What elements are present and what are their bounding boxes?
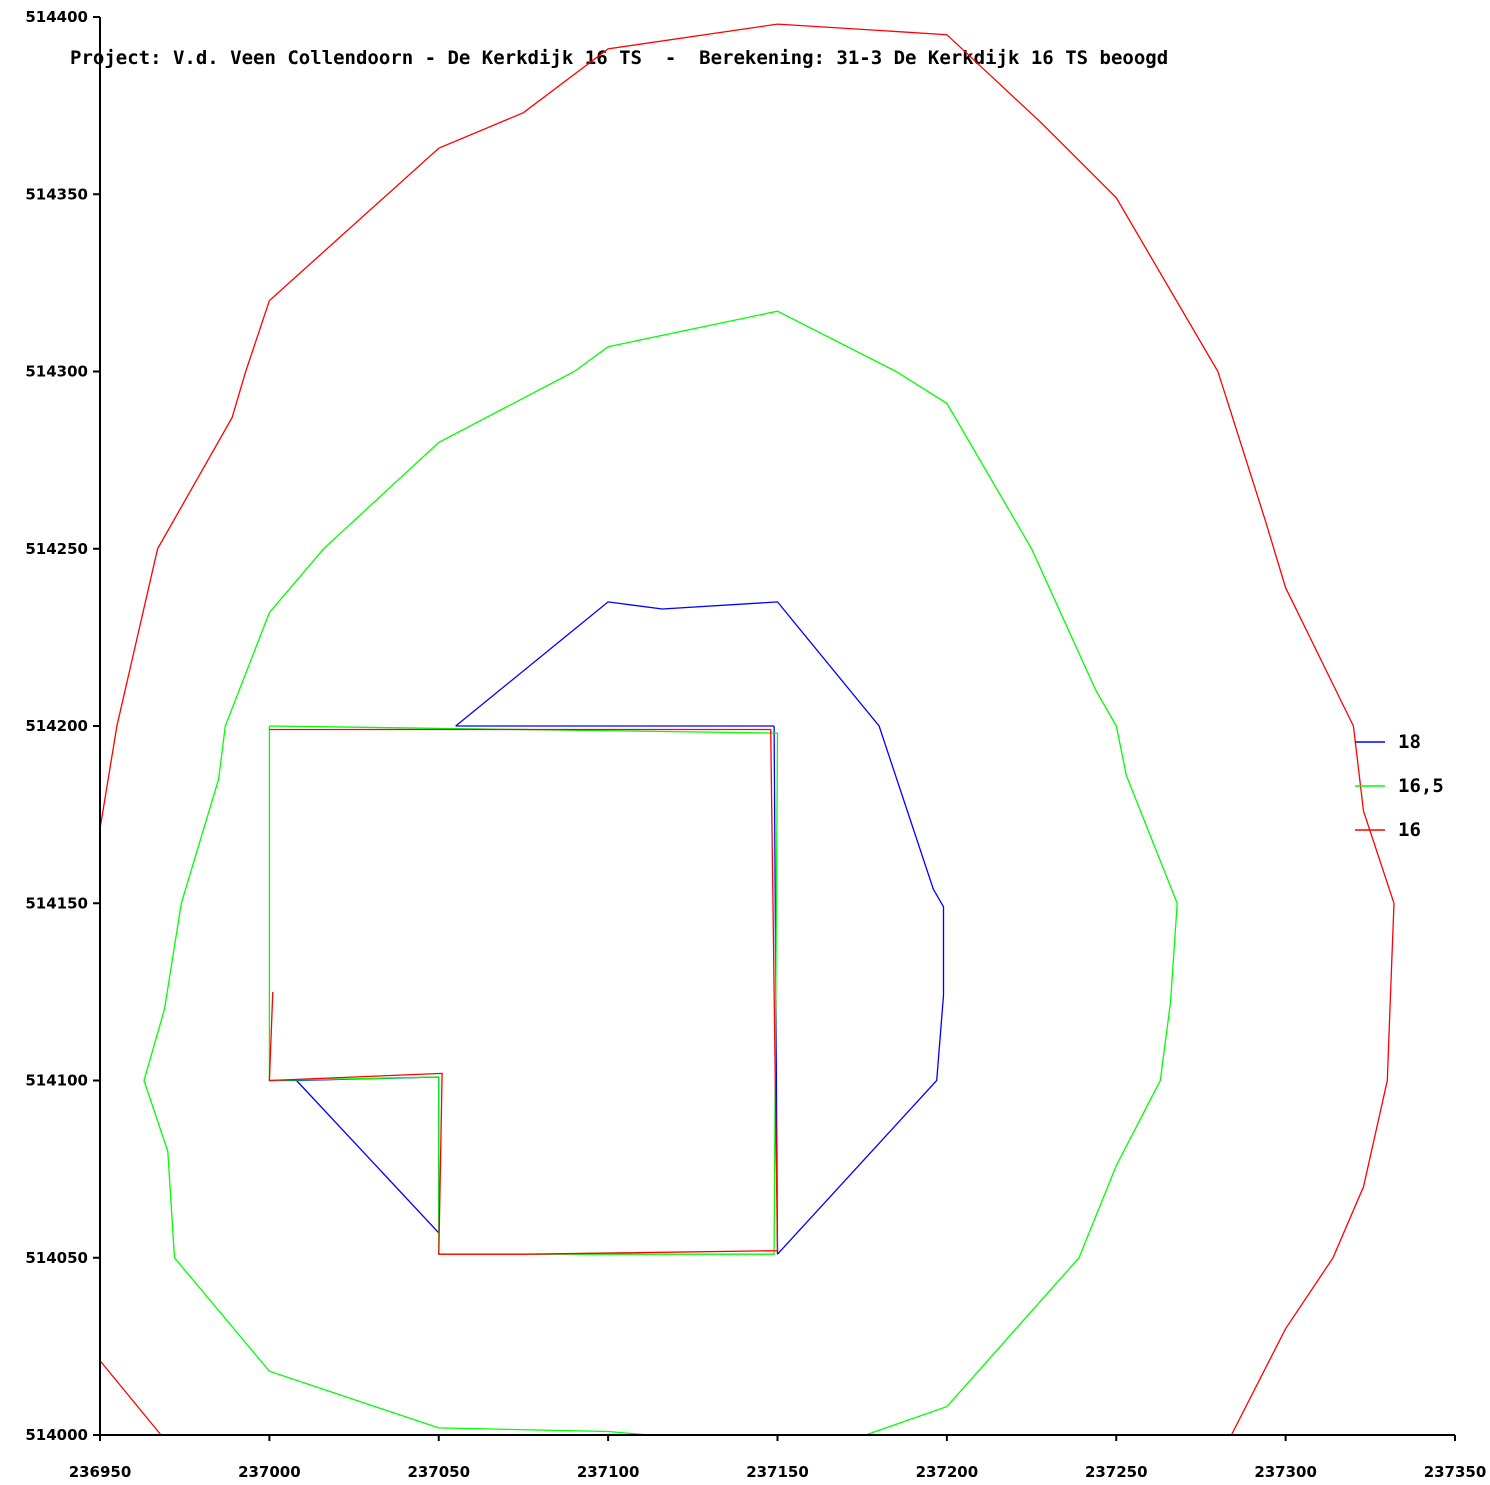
x-tick-label: 237300 (1254, 1463, 1317, 1481)
series-0-line-0 (455, 601, 945, 1255)
chart-title: Project: V.d. Veen Collendoorn - De Kerk… (70, 47, 1168, 69)
series-2-line-1 (99, 23, 1395, 1436)
x-tick-label: 237200 (916, 1463, 979, 1481)
x-tick-label: 237000 (238, 1463, 301, 1481)
legend-label: 16 (1398, 819, 1421, 841)
series-1-line-0 (143, 310, 1178, 1436)
series-2-line-2 (268, 728, 779, 1255)
x-tick-label: 237350 (1424, 1463, 1487, 1481)
series-layer (99, 23, 1395, 1436)
series-1-line-1 (268, 725, 779, 1255)
y-tick-label: 514050 (25, 1249, 88, 1267)
x-tick-label: 236950 (69, 1463, 132, 1481)
y-tick-label: 514400 (25, 8, 88, 26)
series-0-line-4 (296, 1080, 440, 1234)
legend-label: 18 (1398, 731, 1421, 753)
x-tick-label: 237050 (407, 1463, 470, 1481)
x-tick-label: 237150 (746, 1463, 809, 1481)
legend: 18 16,5 16 (1355, 731, 1444, 841)
y-tick-label: 514000 (25, 1426, 88, 1444)
y-tick-label: 514250 (25, 540, 88, 558)
series-2-line-0 (99, 1360, 162, 1436)
tick-layer: 236950 237000 237050 237100 237150 237200 2372… (25, 8, 1486, 1481)
x-tick-label: 237100 (577, 1463, 640, 1481)
y-tick-label: 514300 (25, 363, 88, 381)
y-tick-label: 514200 (25, 717, 88, 735)
y-tick-label: 514100 (25, 1072, 88, 1090)
y-tick-label: 514150 (25, 894, 88, 912)
y-tick-label: 514350 (25, 185, 88, 203)
x-tick-label: 237250 (1085, 1463, 1148, 1481)
legend-label: 16,5 (1398, 775, 1444, 797)
